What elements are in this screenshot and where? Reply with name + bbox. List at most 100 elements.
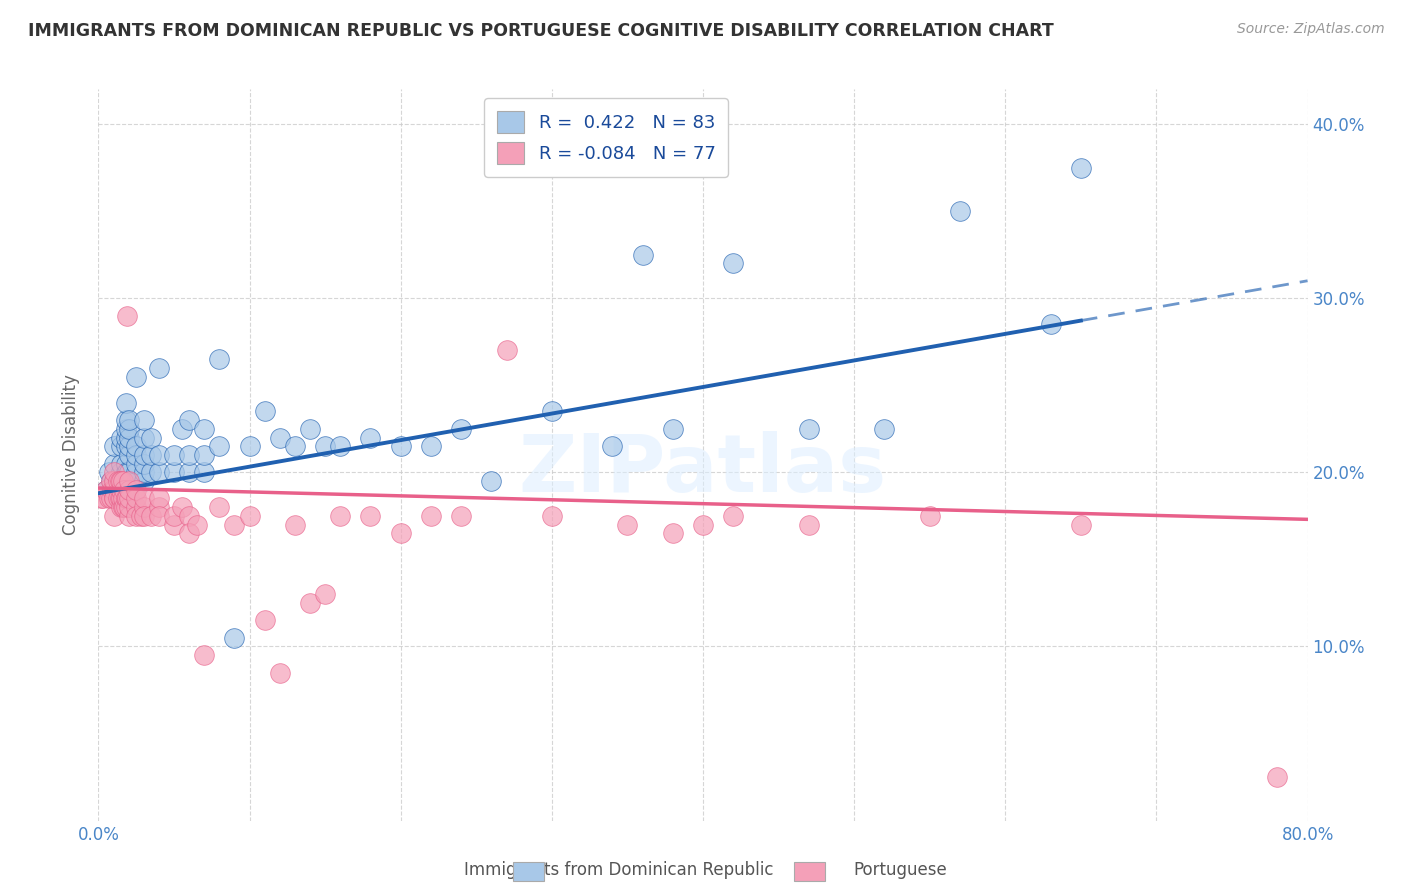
Point — [98, 466, 121, 480]
Point — [132, 430, 155, 444]
Point — [224, 517, 246, 532]
Point — [179, 413, 201, 427]
Point — [420, 508, 443, 523]
Point — [540, 508, 562, 523]
Point — [103, 491, 125, 506]
Point — [94, 483, 117, 497]
Point — [148, 491, 170, 506]
Point — [110, 483, 132, 497]
Point — [125, 457, 148, 471]
Point — [193, 448, 215, 462]
Point — [112, 491, 135, 506]
Point — [132, 413, 155, 427]
Point — [114, 466, 136, 480]
Legend: R =  0.422   N = 83, R = -0.084   N = 77: R = 0.422 N = 83, R = -0.084 N = 77 — [485, 98, 728, 177]
Point — [118, 448, 141, 462]
Point — [163, 466, 186, 480]
Point — [299, 422, 322, 436]
Point — [132, 500, 155, 515]
Point — [186, 517, 208, 532]
Point — [179, 466, 201, 480]
Point — [103, 483, 125, 497]
Point — [616, 517, 638, 532]
Point — [179, 448, 201, 462]
Point — [208, 500, 231, 515]
Point — [132, 457, 155, 471]
Point — [360, 430, 382, 444]
Point — [110, 474, 132, 488]
Point — [90, 491, 112, 506]
Point — [179, 526, 201, 541]
Point — [314, 439, 336, 453]
Point — [389, 439, 412, 453]
Point — [110, 500, 132, 515]
Point — [662, 422, 685, 436]
Point — [98, 491, 121, 506]
Point — [107, 474, 129, 488]
Point — [114, 491, 136, 506]
Point — [103, 491, 125, 506]
Point — [631, 247, 654, 261]
Point — [125, 508, 148, 523]
Point — [101, 483, 124, 497]
Point — [193, 422, 215, 436]
Point — [118, 413, 141, 427]
Point — [115, 466, 138, 480]
Point — [141, 448, 163, 462]
Point — [148, 508, 170, 523]
Point — [141, 508, 163, 523]
Point — [224, 631, 246, 645]
Point — [125, 491, 148, 506]
Point — [495, 343, 517, 358]
Point — [481, 474, 503, 488]
Point — [114, 457, 136, 471]
Point — [314, 587, 336, 601]
Text: Immigrants from Dominican Republic: Immigrants from Dominican Republic — [464, 861, 773, 879]
Point — [118, 439, 141, 453]
Point — [253, 613, 276, 627]
Point — [111, 491, 134, 506]
Point — [129, 508, 152, 523]
Point — [141, 466, 163, 480]
Point — [110, 491, 132, 506]
Point — [170, 500, 193, 515]
Point — [239, 508, 262, 523]
Text: IMMIGRANTS FROM DOMINICAN REPUBLIC VS PORTUGUESE COGNITIVE DISABILITY CORRELATIO: IMMIGRANTS FROM DOMINICAN REPUBLIC VS PO… — [28, 22, 1054, 40]
Point — [797, 422, 820, 436]
Point — [115, 309, 138, 323]
Point — [118, 422, 141, 436]
Point — [269, 430, 291, 444]
Point — [115, 491, 138, 506]
Point — [389, 526, 412, 541]
Point — [239, 439, 262, 453]
Point — [110, 491, 132, 506]
Text: ZIPatlas: ZIPatlas — [519, 431, 887, 508]
Point — [692, 517, 714, 532]
Point — [148, 466, 170, 480]
Point — [148, 448, 170, 462]
Point — [163, 448, 186, 462]
Point — [118, 430, 141, 444]
Point — [118, 491, 141, 506]
Text: Portuguese: Portuguese — [853, 861, 946, 879]
Point — [723, 508, 745, 523]
Point — [118, 474, 141, 488]
Point — [114, 413, 136, 427]
Point — [114, 500, 136, 515]
Point — [125, 448, 148, 462]
Point — [148, 360, 170, 375]
Point — [115, 483, 138, 497]
Point — [110, 457, 132, 471]
Point — [1070, 517, 1092, 532]
Point — [100, 474, 122, 488]
Point — [114, 395, 136, 409]
Point — [540, 404, 562, 418]
Y-axis label: Cognitive Disability: Cognitive Disability — [62, 375, 80, 535]
Point — [112, 474, 135, 488]
Point — [103, 491, 125, 506]
Point — [100, 474, 122, 488]
Point — [103, 466, 125, 480]
Point — [125, 466, 148, 480]
Point — [125, 500, 148, 515]
Point — [118, 483, 141, 497]
